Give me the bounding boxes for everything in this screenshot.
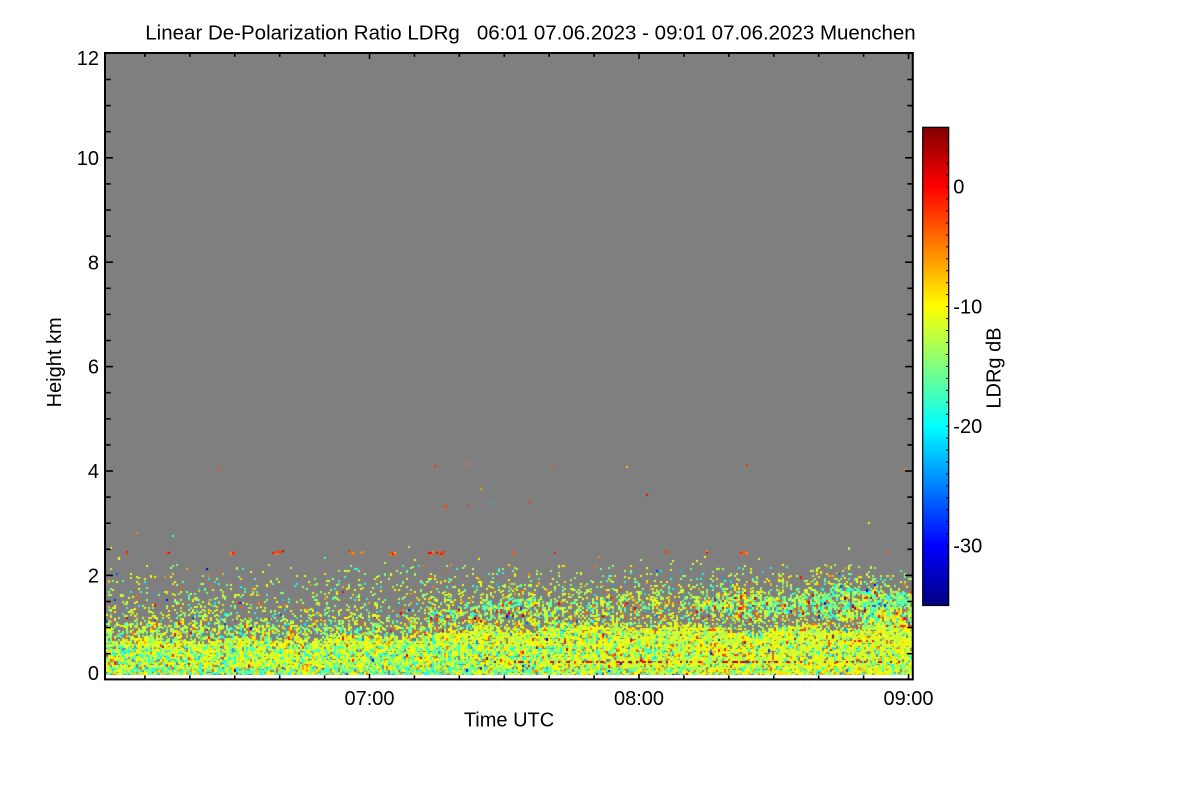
svg-text:Time UTC: Time UTC xyxy=(464,710,554,732)
svg-text:4: 4 xyxy=(88,461,99,483)
svg-text:09:00: 09:00 xyxy=(883,688,933,710)
svg-text:LDRg dB: LDRg dB xyxy=(984,327,1006,408)
svg-text:08:00: 08:00 xyxy=(614,688,664,710)
svg-text:12: 12 xyxy=(77,48,99,70)
svg-text:0: 0 xyxy=(953,177,964,199)
svg-text:10: 10 xyxy=(77,148,99,170)
svg-text:-20: -20 xyxy=(953,416,982,438)
svg-text:07:00: 07:00 xyxy=(344,688,394,710)
svg-text:-30: -30 xyxy=(953,536,982,558)
svg-text:2: 2 xyxy=(88,565,99,587)
svg-text:8: 8 xyxy=(88,252,99,274)
svg-text:Linear De-Polarization Ratio L: Linear De-Polarization Ratio LDRg 06:01 … xyxy=(145,21,915,44)
svg-text:0: 0 xyxy=(88,663,99,685)
svg-text:-10: -10 xyxy=(953,297,982,319)
svg-text:6: 6 xyxy=(88,357,99,379)
svg-text:Height km: Height km xyxy=(44,317,66,407)
